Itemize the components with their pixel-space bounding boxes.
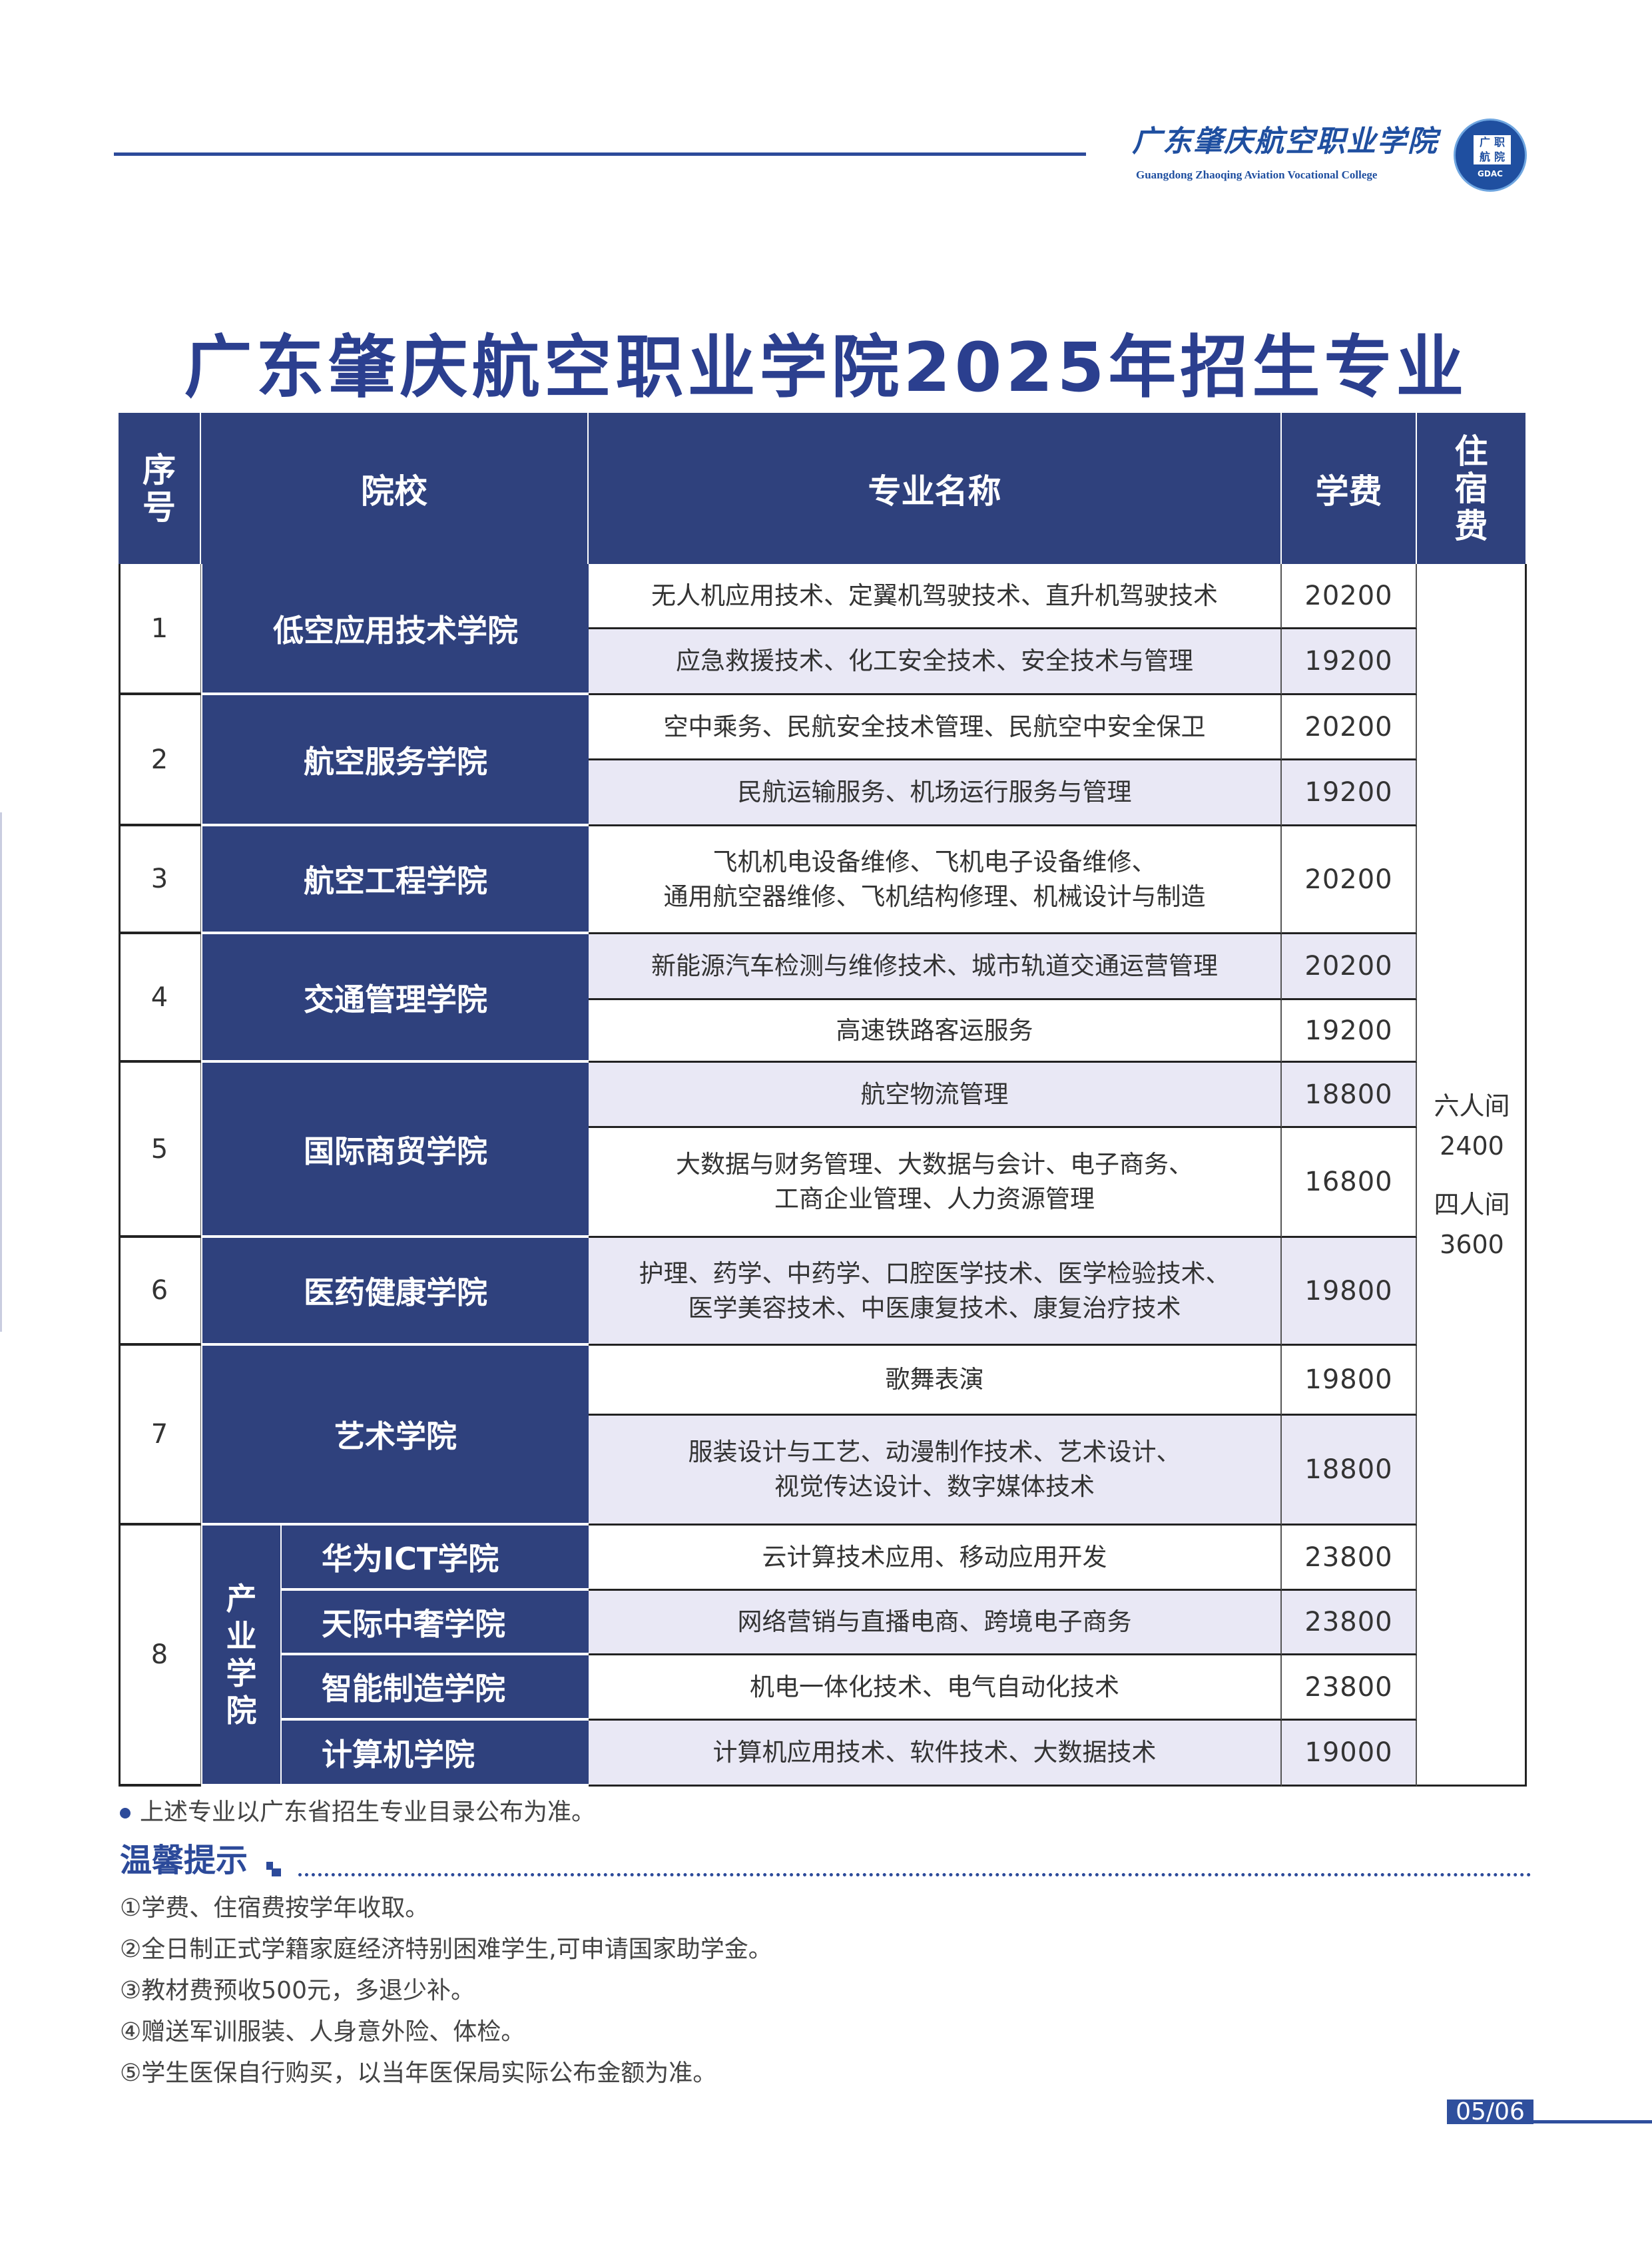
sub-school-name: 天际中奢学院 [280,1591,589,1655]
bullet-icon [120,1808,131,1819]
header-fee: 学费 [1282,413,1417,564]
major-name: 无人机应用技术、定翼机驾驶技术、直升机驾驶技术 [589,564,1282,629]
tuition-fee: 18800 [1282,1416,1417,1526]
footer-rule [1533,2120,1652,2123]
tuition-fee: 23800 [1282,1591,1417,1655]
major-name: 计算机应用技术、软件技术、大数据技术 [589,1721,1282,1787]
major-name: 机电一体化技术、电气自动化技术 [589,1655,1282,1721]
major-name: 网络营销与直播电商、跨境电子商务 [589,1591,1282,1655]
book-icon: 广职航院 [1474,135,1511,164]
school-name: 医药健康学院 [201,1238,589,1346]
tuition-fee: 19000 [1282,1721,1417,1787]
sub-school-name: 智能制造学院 [280,1655,589,1721]
tuition-fee: 20200 [1282,934,1417,1000]
row-number: 2 [119,695,201,826]
row-number: 3 [119,826,201,934]
header-major: 专业名称 [589,413,1282,564]
major-name: 高速铁路客运服务 [589,1000,1282,1063]
major-name: 空中乘务、民航安全技术管理、民航空中安全保卫 [589,695,1282,760]
school-name: 艺术学院 [201,1346,589,1526]
school-name: 国际商贸学院 [201,1063,589,1238]
tip-item: ④赠送军训服装、人身意外险、体检。 [120,2018,525,2046]
major-name: 护理、药学、中药学、口腔医学技术、医学检验技术、 医学美容技术、中医康复技术、康… [589,1238,1282,1346]
major-name: 飞机机电设备维修、飞机电子设备维修、 通用航空器维修、飞机结构修理、机械设计与制… [589,826,1282,934]
dotted-divider [298,1873,1531,1876]
dorm-six-label: 六人间 [1434,1091,1510,1121]
sub-school-name: 计算机学院 [280,1721,589,1787]
school-name: 航空工程学院 [201,826,589,934]
tuition-fee: 23800 [1282,1655,1417,1721]
tuition-fee: 20200 [1282,695,1417,760]
tip-item: ③教材费预收500元，多退少补。 [120,1977,475,2004]
dorm-four-fee: 3600 [1440,1230,1504,1259]
major-name: 大数据与财务管理、大数据与会计、电子商务、 工商企业管理、人力资源管理 [589,1128,1282,1238]
tuition-fee: 19200 [1282,629,1417,695]
note-text: 上述专业以广东省招生专业目录公布为准。 [140,1799,596,1826]
major-name: 应急救援技术、化工安全技术、安全技术与管理 [589,629,1282,695]
table-note: 上述专业以广东省招生专业目录公布为准。 [120,1798,595,1827]
major-name: 服装设计与工艺、动漫制作技术、艺术设计、 视觉传达设计、数字媒体技术 [589,1416,1282,1526]
header-dorm: 住 宿 费 [1417,413,1527,564]
row-number: 4 [119,934,201,1063]
header-no: 序 号 [119,413,201,564]
badge-char: 广 [1479,136,1490,148]
page-title: 广东肇庆航空职业学院2025年招生专业 [184,328,1468,408]
header-school: 院校 [201,413,589,564]
college-badge-icon: 广职航院 GDAC [1454,119,1527,192]
tuition-fee: 18800 [1282,1063,1417,1128]
tips-title: 温馨提示 [120,1842,248,1879]
school-name: 低空应用技术学院 [201,564,589,695]
major-name: 民航运输服务、机场运行服务与管理 [589,760,1282,826]
school-name: 交通管理学院 [201,934,589,1063]
row-number: 7 [119,1346,201,1526]
row-number: 8 [119,1526,201,1787]
dorm-six-fee: 2400 [1440,1131,1504,1161]
page-number: 05/06 [1447,2100,1533,2124]
major-name: 云计算技术应用、移动应用开发 [589,1526,1282,1591]
tuition-fee: 19800 [1282,1238,1417,1346]
sub-school-name: 华为ICT学院 [280,1526,589,1591]
logo-name-en: Guangdong Zhaoqing Aviation Vocational C… [1136,168,1378,181]
tip-item: ①学费、住宿费按学年收取。 [120,1894,429,1922]
tuition-fee: 20200 [1282,826,1417,934]
majors-table: 序 号院校 专业名称 学费住 宿 费 1 低空应用技术学院 无人机应用技术、定翼机驾驶技术… [119,413,1527,1787]
tuition-fee: 19200 [1282,760,1417,826]
school-name: 航空服务学院 [201,695,589,826]
tuition-fee: 19200 [1282,1000,1417,1063]
major-name: 歌舞表演 [589,1346,1282,1416]
row-number: 1 [119,564,201,695]
dorm-four-label: 四人间 [1434,1190,1510,1219]
tuition-fee: 19800 [1282,1346,1417,1416]
tip-item: ②全日制正式学籍家庭经济特别困难学生,可申请国家助学金。 [120,1936,772,1963]
dorm-fee-cell: 六人间 2400 四人间 3600 [1417,564,1527,1787]
badge-char: 航 [1479,150,1490,163]
badge-abbr: GDAC [1478,169,1503,178]
tip-item: ⑤学生医保自行购买，以当年医保局实际公布金额为准。 [120,2060,717,2087]
major-name: 航空物流管理 [589,1063,1282,1128]
tuition-fee: 16800 [1282,1128,1417,1238]
school-group-name: 产 业 学 院 [201,1526,280,1787]
header-rule [114,152,1086,156]
logo-name-cn: 广东肇庆航空职业学院 [1132,125,1438,158]
edge-mark [0,812,2,1332]
major-name: 新能源汽车检测与维修技术、城市轨道交通运营管理 [589,934,1282,1000]
row-number: 6 [119,1238,201,1346]
tuition-fee: 20200 [1282,564,1417,629]
badge-char: 院 [1494,150,1505,163]
badge-char: 职 [1494,136,1505,148]
corner-mark-icon [266,1862,281,1876]
tuition-fee: 23800 [1282,1526,1417,1591]
row-number: 5 [119,1063,201,1238]
